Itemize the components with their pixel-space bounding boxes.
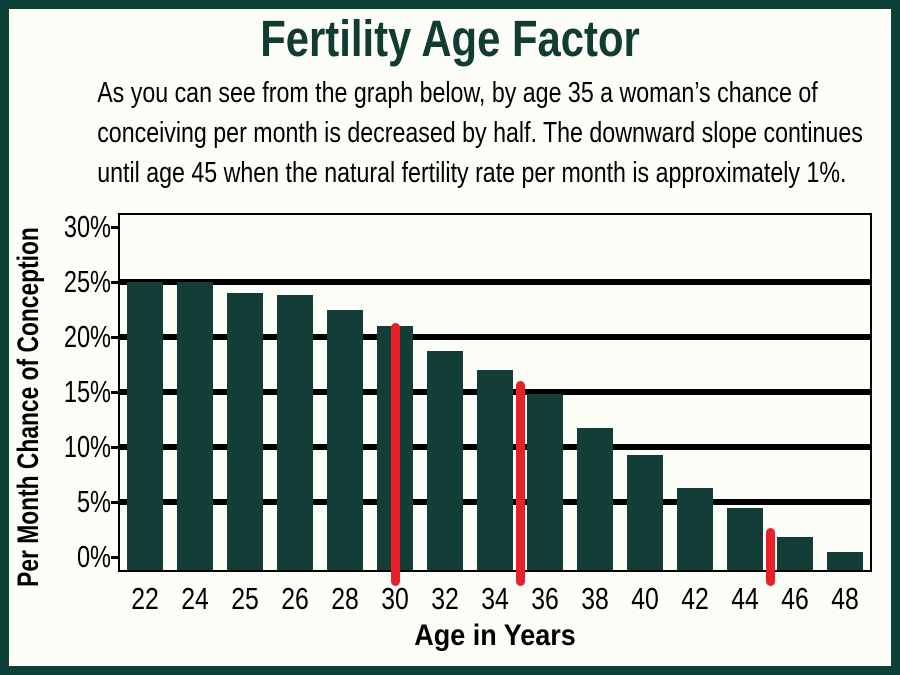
x-tick-label-44: 44 [731,581,759,616]
bar-age-25 [227,293,263,570]
bar-age-36 [527,394,563,570]
bar-age-28 [327,309,363,570]
x-tick-label-32: 32 [431,581,459,616]
x-tick-label-24: 24 [181,581,209,616]
y-tick-label-30pct: 30% [63,209,111,244]
x-tick-label-48: 48 [831,581,859,616]
bar-age-38 [577,428,613,570]
y-tick-label-0pct: 0% [76,539,111,574]
gridline-25pct [120,279,870,285]
bar-age-48 [827,551,863,570]
y-tick-label-10pct: 10% [63,429,111,464]
y-tick-mark-5pct [111,501,118,504]
x-tick-label-30: 30 [381,581,409,616]
bar-age-24 [177,282,213,570]
subtitle-line-1: As you can see from the graph below, by … [97,77,818,109]
page-title: Fertility Age Factor [260,10,640,67]
x-tick-label-25: 25 [231,581,259,616]
y-tick-mark-20pct [111,336,118,339]
bar-age-44 [727,507,763,570]
y-tick-mark-15pct [111,391,118,394]
x-tick-label-46: 46 [781,581,809,616]
y-axis-label: Per Month Chance of Conception [12,227,45,587]
subtitle-line-2: conceiving per month is decreased by hal… [97,117,863,149]
x-axis-label: Age in Years [414,619,576,652]
x-tick-label-36: 36 [531,581,559,616]
bar-age-42 [677,487,713,570]
bar-age-32 [427,351,463,570]
y-tick-mark-30pct [111,226,118,229]
gridline-20pct [120,334,870,340]
y-tick-mark-10pct [111,446,118,449]
x-tick-label-42: 42 [681,581,709,616]
y-tick-label-20pct: 20% [63,319,111,354]
x-tick-label-26: 26 [281,581,309,616]
subtitle: As you can see from the graph below, by … [9,73,891,193]
y-tick-label-5pct: 5% [76,484,111,519]
bar-age-22 [127,282,163,570]
y-tick-mark-0pct [111,556,118,559]
age-marker-line-35 [515,381,525,586]
bar-age-26 [277,295,313,570]
y-tick-label-15pct: 15% [63,374,111,409]
age-marker-line-45 [765,528,775,586]
bar-age-40 [627,454,663,570]
bar-age-46 [777,537,813,570]
x-tick-label-40: 40 [631,581,659,616]
x-tick-label-34: 34 [481,581,509,616]
y-tick-label-25pct: 25% [63,264,111,299]
subtitle-line-3: until age 45 when the natural fertility … [97,157,847,189]
age-marker-line-30 [390,322,400,586]
y-tick-mark-25pct [111,281,118,284]
x-tick-label-38: 38 [581,581,609,616]
bar-age-34 [477,370,513,570]
x-tick-label-28: 28 [331,581,359,616]
x-tick-label-22: 22 [131,581,159,616]
plot-area [118,213,872,586]
